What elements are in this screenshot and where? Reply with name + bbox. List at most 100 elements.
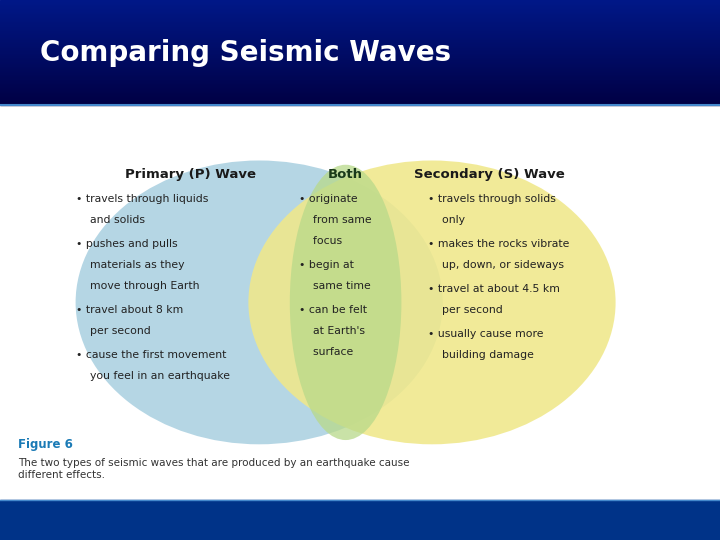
Text: • can be felt: • can be felt bbox=[299, 305, 366, 315]
Bar bbox=[0, 24, 720, 25]
Bar bbox=[0, 55, 720, 57]
Text: Secondary (S) Wave: Secondary (S) Wave bbox=[414, 168, 565, 181]
Text: • travel at about 4.5 km: • travel at about 4.5 km bbox=[428, 284, 560, 294]
Bar bbox=[0, 11, 720, 12]
Bar bbox=[0, 59, 720, 60]
Bar bbox=[0, 87, 720, 88]
Bar bbox=[0, 6, 720, 8]
Bar bbox=[0, 500, 720, 540]
Bar bbox=[0, 20, 720, 21]
Bar bbox=[0, 102, 720, 103]
Bar bbox=[0, 100, 720, 102]
Text: you feel in an earthquake: you feel in an earthquake bbox=[76, 370, 230, 381]
Text: focus: focus bbox=[299, 236, 342, 246]
Bar bbox=[0, 80, 720, 82]
Text: building damage: building damage bbox=[428, 350, 534, 360]
Bar bbox=[0, 75, 720, 76]
Bar bbox=[0, 88, 720, 90]
Ellipse shape bbox=[289, 165, 402, 440]
Bar bbox=[0, 76, 720, 78]
Text: at Earth's: at Earth's bbox=[299, 326, 365, 336]
Text: and solids: and solids bbox=[76, 215, 145, 225]
Bar bbox=[0, 51, 720, 53]
Text: per second: per second bbox=[76, 326, 150, 336]
Bar bbox=[0, 26, 720, 28]
Bar bbox=[0, 53, 720, 54]
Bar bbox=[0, 22, 720, 24]
Bar bbox=[0, 38, 720, 39]
Text: only: only bbox=[428, 215, 465, 225]
Bar bbox=[0, 28, 720, 29]
Bar bbox=[0, 57, 720, 58]
Bar bbox=[0, 72, 720, 74]
Bar bbox=[0, 3, 720, 4]
Text: surface: surface bbox=[299, 347, 353, 356]
Text: • travel about 8 km: • travel about 8 km bbox=[76, 305, 183, 315]
Bar bbox=[0, 104, 720, 105]
Ellipse shape bbox=[76, 160, 443, 444]
Bar bbox=[0, 39, 720, 41]
Bar bbox=[0, 84, 720, 85]
Text: Comparing Seismic Waves: Comparing Seismic Waves bbox=[40, 39, 451, 66]
Ellipse shape bbox=[248, 160, 616, 444]
Bar bbox=[0, 82, 720, 83]
Bar bbox=[0, 50, 720, 51]
Bar bbox=[0, 9, 720, 11]
Bar bbox=[0, 41, 720, 42]
Bar bbox=[0, 29, 720, 30]
Bar bbox=[0, 78, 720, 79]
Bar bbox=[0, 97, 720, 99]
Bar bbox=[0, 36, 720, 37]
Bar bbox=[0, 1, 720, 3]
Bar bbox=[0, 95, 720, 96]
Text: • begin at: • begin at bbox=[299, 260, 354, 270]
Bar bbox=[0, 62, 720, 63]
Text: per second: per second bbox=[428, 305, 503, 315]
Bar bbox=[0, 105, 720, 500]
Bar bbox=[0, 25, 720, 26]
Bar bbox=[0, 8, 720, 9]
Text: • makes the rocks vibrate: • makes the rocks vibrate bbox=[428, 239, 570, 249]
Bar bbox=[0, 54, 720, 55]
Bar bbox=[0, 42, 720, 43]
Text: move through Earth: move through Earth bbox=[76, 281, 199, 291]
Bar bbox=[0, 15, 720, 16]
Text: from same: from same bbox=[299, 215, 372, 225]
Bar bbox=[0, 67, 720, 69]
Bar bbox=[0, 64, 720, 66]
Text: Both: Both bbox=[328, 168, 363, 181]
Bar bbox=[0, 91, 720, 92]
Bar bbox=[0, 92, 720, 93]
Bar bbox=[0, 32, 720, 33]
Bar bbox=[0, 0, 720, 1]
Text: • cause the first movement: • cause the first movement bbox=[76, 350, 226, 360]
Bar bbox=[0, 13, 720, 15]
Bar bbox=[0, 34, 720, 36]
Text: • originate: • originate bbox=[299, 194, 357, 204]
Bar bbox=[0, 60, 720, 62]
Bar bbox=[0, 37, 720, 38]
Text: The two types of seismic waves that are produced by an earthquake cause
differen: The two types of seismic waves that are … bbox=[18, 458, 410, 480]
Bar bbox=[0, 12, 720, 13]
Bar bbox=[0, 45, 720, 46]
Bar bbox=[0, 66, 720, 67]
Bar bbox=[0, 18, 720, 20]
Text: same time: same time bbox=[299, 281, 371, 291]
Bar bbox=[0, 63, 720, 64]
Bar bbox=[0, 30, 720, 31]
Bar bbox=[0, 16, 720, 17]
Bar bbox=[0, 49, 720, 50]
Bar bbox=[0, 71, 720, 72]
Bar bbox=[0, 103, 720, 104]
Text: • travels through solids: • travels through solids bbox=[428, 194, 557, 204]
Bar bbox=[0, 46, 720, 48]
Text: Primary (P) Wave: Primary (P) Wave bbox=[125, 168, 256, 181]
Bar bbox=[0, 93, 720, 95]
Bar bbox=[0, 33, 720, 34]
Text: up, down, or sideways: up, down, or sideways bbox=[428, 260, 564, 270]
Bar bbox=[0, 70, 720, 71]
Text: • usually cause more: • usually cause more bbox=[428, 329, 544, 339]
Bar bbox=[0, 17, 720, 18]
Bar bbox=[0, 99, 720, 100]
Text: • travels through liquids: • travels through liquids bbox=[76, 194, 208, 204]
